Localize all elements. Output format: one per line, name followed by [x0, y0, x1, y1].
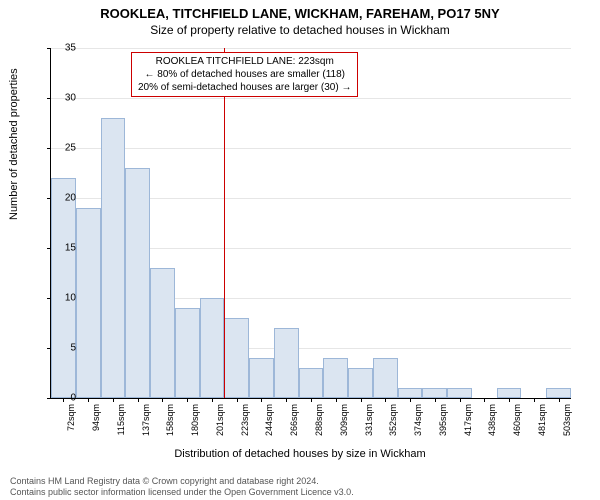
xtick-mark	[261, 398, 262, 402]
xtick-label: 395sqm	[438, 404, 448, 436]
xtick-mark	[212, 398, 213, 402]
marker-line	[224, 48, 225, 398]
bar	[125, 168, 150, 398]
xtick-label: 352sqm	[388, 404, 398, 436]
annot-line1: ROOKLEA TITCHFIELD LANE: 223sqm	[138, 55, 351, 68]
ytick-label: 35	[56, 43, 76, 54]
ytick-mark	[47, 98, 51, 99]
xtick-label: 115sqm	[116, 404, 126, 435]
xtick-label: 137sqm	[141, 404, 151, 436]
footer-line1: Contains HM Land Registry data © Crown c…	[10, 476, 590, 487]
xtick-label: 244sqm	[264, 404, 274, 436]
xtick-label: 158sqm	[165, 404, 175, 436]
xtick-mark	[460, 398, 461, 402]
bar	[200, 298, 225, 398]
bar	[546, 388, 571, 398]
xtick-mark	[559, 398, 560, 402]
xtick-label: 481sqm	[537, 404, 547, 436]
bar	[51, 178, 76, 398]
xtick-mark	[435, 398, 436, 402]
xtick-label: 288sqm	[314, 404, 324, 436]
gridline	[51, 98, 571, 99]
xtick-label: 72sqm	[66, 404, 76, 431]
xtick-mark	[509, 398, 510, 402]
ytick-label: 30	[56, 93, 76, 104]
annot-line3: 20% of semi-detached houses are larger (…	[138, 81, 351, 94]
y-axis-label: Number of detached properties	[8, 68, 20, 220]
xtick-mark	[286, 398, 287, 402]
xtick-mark	[410, 398, 411, 402]
xtick-mark	[113, 398, 114, 402]
xtick-label: 180sqm	[190, 404, 200, 436]
bar	[497, 388, 522, 398]
ytick-label: 10	[56, 293, 76, 304]
ytick-mark	[47, 48, 51, 49]
xtick-label: 503sqm	[562, 404, 572, 436]
sub-title: Size of property relative to detached ho…	[0, 21, 600, 37]
ytick-mark	[47, 398, 51, 399]
ytick-label: 20	[56, 193, 76, 204]
plot-area: ROOKLEA TITCHFIELD LANE: 223sqm← 80% of …	[50, 48, 571, 399]
bar	[373, 358, 398, 398]
xtick-mark	[237, 398, 238, 402]
main-title: ROOKLEA, TITCHFIELD LANE, WICKHAM, FAREH…	[0, 0, 600, 21]
bar	[398, 388, 423, 398]
xtick-label: 438sqm	[487, 404, 497, 436]
bar	[348, 368, 373, 398]
xtick-mark	[162, 398, 163, 402]
xtick-mark	[336, 398, 337, 402]
chart-container: ROOKLEA, TITCHFIELD LANE, WICKHAM, FAREH…	[0, 0, 600, 500]
ytick-label: 25	[56, 143, 76, 154]
bar	[224, 318, 249, 398]
xtick-label: 374sqm	[413, 404, 423, 436]
ytick-label: 15	[56, 243, 76, 254]
chart-area: ROOKLEA TITCHFIELD LANE: 223sqm← 80% of …	[50, 48, 570, 398]
ytick-mark	[47, 148, 51, 149]
xtick-label: 223sqm	[240, 404, 250, 436]
xtick-label: 417sqm	[463, 404, 473, 436]
xtick-label: 266sqm	[289, 404, 299, 436]
xtick-mark	[311, 398, 312, 402]
footer-line2: Contains public sector information licen…	[10, 487, 590, 498]
gridline	[51, 148, 571, 149]
xtick-label: 460sqm	[512, 404, 522, 436]
xtick-label: 309sqm	[339, 404, 349, 436]
gridline	[51, 48, 571, 49]
xtick-mark	[361, 398, 362, 402]
bar	[175, 308, 200, 398]
bar	[422, 388, 447, 398]
annotation-box: ROOKLEA TITCHFIELD LANE: 223sqm← 80% of …	[131, 52, 358, 97]
footer: Contains HM Land Registry data © Crown c…	[10, 476, 590, 498]
x-axis-label: Distribution of detached houses by size …	[0, 448, 600, 460]
xtick-mark	[534, 398, 535, 402]
bar	[323, 358, 348, 398]
xtick-label: 331sqm	[364, 404, 374, 436]
bar	[150, 268, 175, 398]
xtick-mark	[484, 398, 485, 402]
bar	[101, 118, 126, 398]
xtick-label: 94sqm	[91, 404, 101, 431]
xtick-mark	[187, 398, 188, 402]
xtick-mark	[138, 398, 139, 402]
bar	[249, 358, 274, 398]
bar	[274, 328, 299, 398]
bar	[76, 208, 101, 398]
xtick-label: 201sqm	[215, 404, 225, 436]
bar	[447, 388, 472, 398]
ytick-label: 5	[56, 343, 76, 354]
annot-line2: ← 80% of detached houses are smaller (11…	[138, 68, 351, 81]
ytick-label: 0	[56, 393, 76, 404]
bar	[299, 368, 324, 398]
xtick-mark	[385, 398, 386, 402]
xtick-mark	[88, 398, 89, 402]
